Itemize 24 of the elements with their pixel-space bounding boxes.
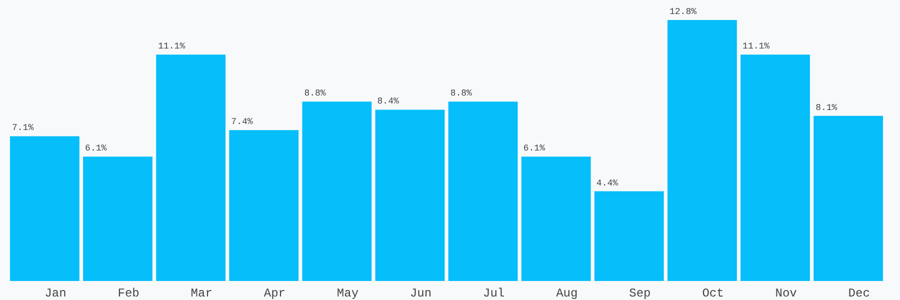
data-label: 11.1% — [742, 42, 770, 52]
data-label: 8.4% — [377, 96, 400, 107]
data-label: 7.1% — [12, 123, 34, 134]
x-tick-label: Jan — [44, 286, 66, 300]
x-tick-label: Oct — [702, 286, 724, 300]
x-tick-label: Apr — [264, 286, 286, 300]
data-label: 11.1% — [158, 42, 186, 52]
x-tick-label: Jul — [483, 286, 505, 300]
data-label: 6.1% — [85, 144, 108, 154]
x-tick-label: Nov — [775, 286, 797, 300]
data-label: 7.4% — [231, 117, 254, 128]
data-label: 8.8% — [450, 88, 473, 99]
x-tick-label: Jun — [410, 286, 432, 300]
data-label: 8.1% — [816, 102, 838, 113]
data-label: 4.4% — [596, 178, 619, 188]
x-tick-label: Mar — [190, 286, 212, 300]
x-tick-label: Sep — [629, 286, 651, 300]
data-label: 8.8% — [304, 88, 326, 99]
x-tick-label: Feb — [118, 286, 140, 300]
data-label: 12.8% — [669, 7, 698, 17]
x-tick-label: Aug — [556, 286, 578, 300]
x-tick-label: Dec — [848, 286, 870, 300]
data-label: 6.1% — [523, 144, 546, 154]
x-tick-label: May — [336, 286, 359, 300]
